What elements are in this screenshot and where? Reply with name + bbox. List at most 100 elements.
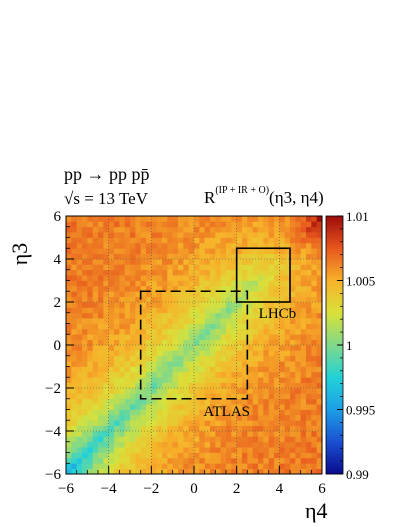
heatmap-cell [226, 339, 232, 346]
heatmap-cell [279, 237, 286, 244]
heatmap-cell [151, 323, 158, 330]
heatmap-cell [156, 457, 163, 464]
heatmap-cell [183, 221, 190, 228]
heatmap-cell [279, 302, 286, 308]
heatmap-cell [231, 377, 238, 383]
heatmap-cell [156, 377, 163, 383]
heatmap-cell [220, 361, 227, 367]
heatmap-cell [140, 302, 147, 308]
heatmap-cell [151, 226, 158, 233]
heatmap-cell [167, 409, 174, 416]
heatmap-cell [252, 221, 259, 228]
heatmap-cell [178, 414, 184, 421]
heatmap-cell [194, 468, 200, 475]
heatmap-cell [236, 237, 243, 244]
heatmap-cell [66, 398, 72, 405]
heatmap-cell [284, 409, 291, 416]
heatmap-cell [284, 371, 291, 378]
colorbar-segment [326, 418, 343, 421]
heatmap-cell [215, 463, 222, 469]
colorbar-segment [326, 431, 343, 434]
heatmap-cell [130, 452, 136, 459]
heatmap-cell [124, 447, 131, 453]
heatmap-cell [183, 371, 190, 378]
heatmap-cell [71, 468, 78, 475]
heatmap-cell [124, 366, 131, 373]
heatmap-cell [210, 447, 216, 453]
heatmap-cell [194, 226, 200, 233]
heatmap-cell [151, 414, 158, 421]
heatmap-cell [204, 404, 211, 410]
heatmap-cell [66, 457, 72, 464]
heatmap-cell [295, 431, 302, 437]
colorbar-segment [326, 409, 343, 413]
heatmap-cell [82, 447, 88, 453]
heatmap-cell [242, 452, 248, 459]
heatmap-cell [306, 232, 312, 238]
heatmap-cell [130, 414, 136, 421]
heatmap-cell [98, 393, 104, 400]
heatmap-cell [82, 248, 88, 254]
heatmap-cell [135, 366, 142, 373]
heatmap-cell [274, 334, 280, 340]
heatmap-cell [226, 302, 232, 308]
heatmap-cell [103, 275, 110, 281]
heatmap-cell [268, 382, 275, 389]
heatmap-cell [231, 328, 238, 335]
heatmap-cell [98, 447, 104, 453]
heatmap-cell [140, 431, 147, 437]
heatmap-cell [215, 366, 222, 373]
heatmap-cell [316, 409, 323, 416]
heatmap-cell [226, 382, 232, 389]
heatmap-cell [226, 361, 232, 367]
heatmap-cell [162, 366, 168, 373]
heatmap-cell [130, 425, 136, 432]
heatmap-cell [76, 398, 83, 405]
heatmap-cell [316, 307, 323, 314]
heatmap-cell [172, 350, 179, 357]
heatmap-cell [258, 248, 264, 254]
heatmap-cell [82, 409, 88, 416]
heatmap-cell [268, 312, 275, 319]
heatmap-cell [98, 318, 104, 324]
colorbar-segment [326, 250, 343, 253]
heatmap-cell [279, 318, 286, 324]
heatmap-cell [188, 237, 195, 244]
heatmap-cell [258, 334, 264, 340]
heatmap-cell [295, 339, 302, 346]
heatmap-cell [156, 248, 163, 254]
colorbar-segment [326, 295, 343, 299]
heatmap-cell [274, 420, 280, 426]
heatmap-cell [274, 355, 280, 362]
heatmap-cell [210, 328, 216, 335]
heatmap-cell [231, 361, 238, 367]
colorbar-segment [326, 422, 343, 425]
heatmap-cell [124, 382, 131, 389]
heatmap-cell [66, 382, 72, 389]
heatmap-cell [146, 221, 152, 228]
heatmap-cell [92, 253, 99, 260]
heatmap-cell [247, 307, 254, 314]
heatmap-cell [311, 388, 318, 394]
heatmap-cell [172, 269, 179, 276]
heatmap-cell [71, 221, 78, 228]
heatmap-cell [226, 323, 232, 330]
heatmap-cell [167, 447, 174, 453]
heatmap-cell [71, 269, 78, 276]
heatmap-cell [242, 312, 248, 319]
colorbar-segment [326, 441, 343, 445]
colorbar-segment [326, 310, 343, 314]
heatmap-cell [290, 291, 296, 297]
heatmap-cell [151, 404, 158, 410]
heatmap-cell [135, 355, 142, 362]
heatmap-cell [210, 264, 216, 271]
heatmap-cell [220, 436, 227, 443]
heatmap-cell [108, 318, 115, 324]
heatmap-cell [130, 350, 136, 357]
heatmap-cell [210, 248, 216, 254]
heatmap-cell [247, 382, 254, 389]
colorbar-segment [326, 362, 343, 365]
heatmap-cell [124, 307, 131, 314]
heatmap-cell [82, 302, 88, 308]
heatmap-cell [242, 441, 248, 448]
